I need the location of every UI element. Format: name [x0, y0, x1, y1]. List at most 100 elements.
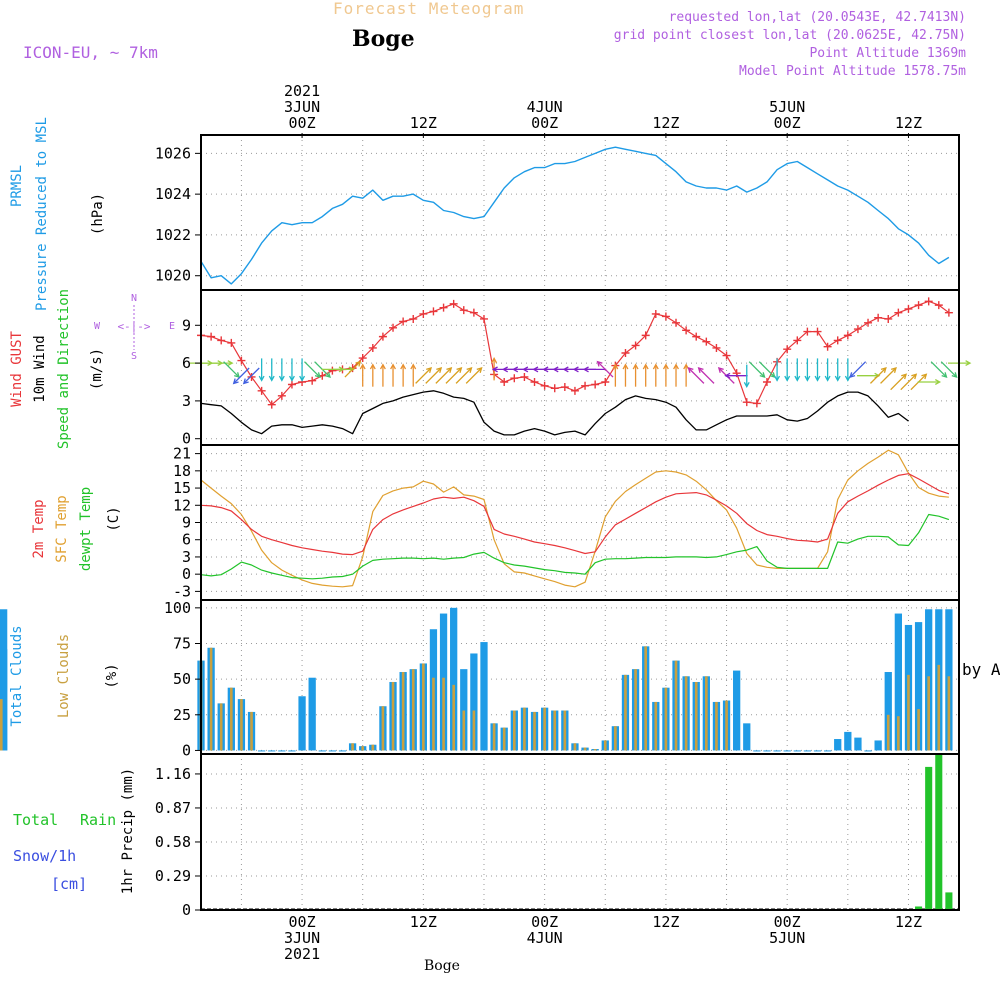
low-cloud-bar — [694, 681, 698, 751]
wind-arrow-head — [532, 366, 539, 373]
gust-marker — [924, 297, 933, 306]
total-cloud-bar — [793, 750, 801, 752]
label-rain: Rain — [80, 811, 116, 829]
bottom-time-label: 12Z — [652, 913, 679, 931]
y-tick-label: 50 — [173, 670, 191, 688]
total-cloud-bar — [803, 750, 812, 752]
low-cloud-bar — [492, 723, 496, 751]
wind-arrow-head — [369, 363, 376, 370]
gust-marker — [550, 384, 559, 393]
y-tick-label: 100 — [164, 599, 191, 617]
total-cloud-bar — [743, 723, 751, 751]
rain-bar — [935, 754, 943, 910]
low-cloud-bar — [553, 710, 557, 751]
y-tick-label: 6 — [182, 531, 191, 549]
gust-marker — [692, 332, 701, 341]
wind-arrow-head — [476, 367, 483, 373]
gust-marker — [520, 372, 529, 381]
gust-marker — [540, 381, 549, 390]
label-prmsl: PRMSL — [9, 165, 25, 207]
low-cloud-bar — [684, 676, 688, 751]
model-altitude: Model Point Altitude 1578.75m — [739, 64, 966, 79]
wind-arrow-head — [662, 363, 669, 370]
gust-marker — [530, 377, 539, 386]
low-cloud-bar — [209, 647, 213, 751]
panel-frame — [200, 753, 960, 911]
dewpt-line — [200, 513, 950, 580]
low-cloud-bar — [593, 749, 597, 751]
low-cloud-bar — [361, 746, 365, 751]
wind-direction-arrow — [748, 361, 766, 378]
gust-marker — [308, 376, 317, 385]
label-wind-dir: Speed and Direction — [56, 289, 72, 449]
panel-frame — [200, 444, 960, 601]
wind-arrow-head — [824, 375, 831, 382]
total-cloud-bar — [278, 750, 286, 752]
gust-marker — [399, 317, 408, 326]
wind-direction-arrow — [415, 367, 432, 384]
gust-marker — [934, 301, 943, 310]
watermark: by Angel — [962, 660, 1000, 679]
low-cloud-bar — [715, 701, 718, 751]
gust-marker — [409, 314, 418, 323]
total-cloud-bar — [0, 649, 8, 751]
label-10m-wind: 10m Wind — [32, 335, 48, 402]
y-tick-label: 6 — [182, 354, 191, 372]
low-cloud-bar — [583, 747, 587, 751]
wind-direction-arrow — [940, 361, 958, 378]
wind-arrow-head — [436, 367, 443, 373]
gust-marker — [368, 343, 377, 352]
y-tick-label: 1026 — [155, 144, 191, 162]
gust-marker — [944, 308, 953, 317]
wind-arrow-head — [359, 363, 366, 370]
gust-marker — [469, 308, 478, 317]
wind-arrow-head — [784, 375, 791, 382]
gust-marker — [591, 380, 600, 389]
total-cloud-bar — [884, 672, 892, 751]
low-cloud-bar — [0, 699, 3, 751]
low-cloud-bar — [351, 743, 354, 751]
gust-marker — [257, 386, 266, 395]
label-celsius: (C) — [106, 506, 122, 531]
gust-marker — [479, 314, 488, 323]
wind-arrow-head — [652, 363, 659, 370]
total-cloud-bar — [470, 653, 478, 751]
total-cloud-bar — [318, 750, 326, 752]
compass-e: E — [169, 321, 175, 332]
compass-n: N — [131, 293, 137, 304]
wind-direction-arrow — [243, 367, 260, 384]
wind-arrow-head — [227, 360, 234, 367]
wind-arrow-head — [572, 366, 579, 373]
low-cloud-bar — [543, 707, 546, 751]
low-cloud-bar — [250, 711, 253, 751]
total-cloud-bar — [450, 607, 458, 751]
footer-station: Boge — [424, 958, 460, 974]
wind-arrow-head — [642, 363, 649, 370]
wind-arrow-head — [911, 373, 918, 380]
y-tick-label: 9 — [182, 316, 191, 334]
gust-marker — [742, 398, 751, 407]
total-cloud-bar — [258, 750, 266, 752]
y-tick-label: 25 — [173, 706, 191, 724]
wind-arrow-head — [849, 372, 856, 379]
y-tick-label: 1020 — [155, 267, 191, 285]
wind-arrow-head — [324, 372, 331, 379]
gust-marker — [651, 309, 660, 318]
label-total: Total — [13, 811, 58, 829]
wind-direction-arrow — [425, 367, 442, 384]
wind-arrow-head — [794, 375, 801, 382]
label-ms: (m/s) — [89, 348, 105, 390]
y-tick-label: -3 — [173, 582, 191, 600]
wind-arrow-head — [814, 375, 821, 382]
total-cloud-bar — [763, 750, 771, 752]
wind-arrow-head — [921, 373, 928, 380]
gust-marker — [227, 338, 236, 347]
low-cloud-bar — [886, 714, 890, 751]
total-cloud-bar — [864, 750, 872, 752]
bottom-time-label: 00Z — [774, 913, 801, 931]
wind-direction-arrow — [304, 361, 321, 378]
gust-marker — [237, 356, 246, 365]
wind-arrow-head — [542, 366, 549, 373]
gust-marker — [510, 374, 519, 383]
total-cloud-bar — [834, 739, 842, 751]
